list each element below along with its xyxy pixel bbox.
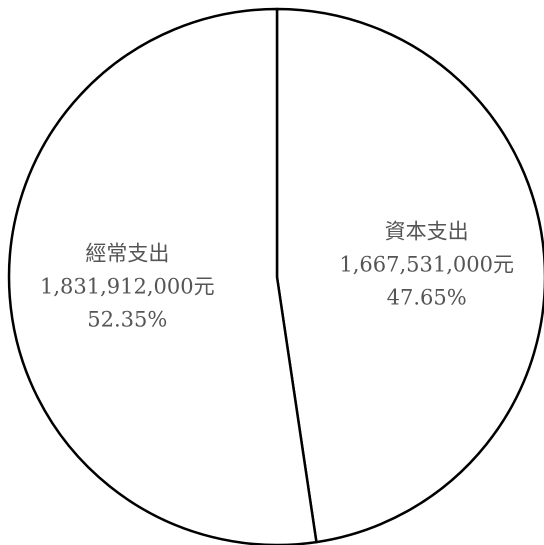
pie-slice-1 — [275, 7, 544, 544]
slice-name-label: 經常支出 — [85, 242, 169, 266]
slice-label-group-1: 資本支出 1,667,531,000元 47.65% — [339, 219, 514, 309]
pie-slice-2 — [7, 7, 318, 545]
pie-labels: 資本支出 1,667,531,000元 47.65% 經常支出 1,831,912,00… — [40, 219, 514, 331]
slice-percent-label: 52.35% — [87, 308, 167, 332]
pie-slices — [7, 7, 544, 545]
slice-name-label: 資本支出 — [385, 219, 469, 243]
slice-label-group-2: 經常支出 1,831,912,000元 52.35% — [40, 242, 215, 332]
slice-value-label: 1,831,912,000元 — [40, 275, 215, 299]
slice-percent-label: 47.65% — [387, 285, 467, 309]
slice-value-label: 1,667,531,000元 — [339, 252, 514, 276]
